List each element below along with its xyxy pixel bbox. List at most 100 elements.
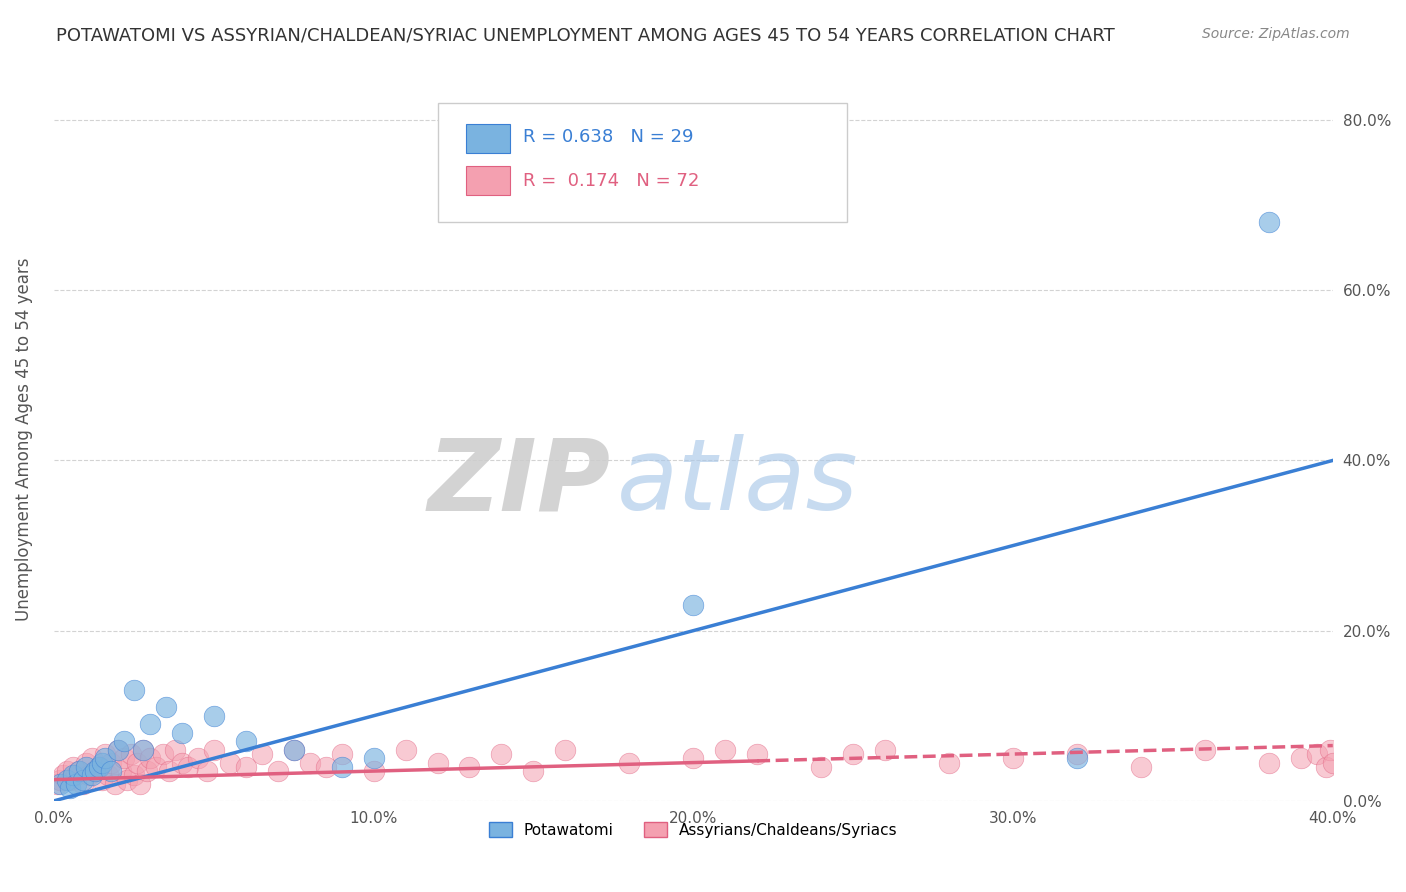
FancyBboxPatch shape [437, 103, 846, 222]
Point [155, 700, 177, 714]
FancyBboxPatch shape [465, 125, 510, 153]
Point [202, 743, 225, 757]
Point [94, 747, 117, 761]
Point [152, 747, 174, 761]
Point [62, 760, 84, 774]
Point [97, 768, 120, 782]
Point [187, 751, 209, 765]
Point [139, 717, 162, 731]
Point [49, 772, 72, 787]
Point [235, 734, 257, 748]
Text: Source: ZipAtlas.com: Source: ZipAtlas.com [1202, 27, 1350, 41]
Point [747, 747, 769, 761]
Point [195, 764, 218, 778]
Point [235, 760, 257, 774]
Point [90, 756, 112, 770]
Text: atlas: atlas [617, 434, 858, 531]
Point [170, 756, 193, 770]
Point [67, 764, 90, 778]
Point [49, 777, 72, 791]
Text: R = 0.638   N = 29: R = 0.638 N = 29 [523, 128, 693, 146]
Point [170, 726, 193, 740]
Point [75, 760, 97, 774]
Point [283, 743, 305, 757]
Point [132, 743, 155, 757]
Point [283, 743, 305, 757]
Point [75, 756, 97, 770]
Point [1194, 743, 1216, 757]
Point [139, 751, 162, 765]
Text: POTAWATOMI VS ASSYRIAN/CHALDEAN/SYRIAC UNEMPLOYMENT AMONG AGES 45 TO 54 YEARS CO: POTAWATOMI VS ASSYRIAN/CHALDEAN/SYRIAC U… [56, 27, 1115, 45]
Point [619, 756, 641, 770]
Point [218, 756, 240, 770]
Point [84, 764, 107, 778]
Point [938, 756, 960, 770]
Point [120, 747, 142, 761]
Point [1129, 760, 1152, 774]
Point [1257, 756, 1279, 770]
Point [522, 764, 544, 778]
Point [330, 760, 353, 774]
Point [112, 751, 135, 765]
Point [132, 743, 155, 757]
Point [117, 772, 139, 787]
Point [491, 747, 513, 761]
Point [1002, 751, 1025, 765]
Point [682, 751, 704, 765]
Point [62, 768, 84, 782]
Point [72, 777, 94, 791]
Point [94, 751, 117, 765]
Legend: Potawatomi, Assyrians/Chaldeans/Syriacs: Potawatomi, Assyrians/Chaldeans/Syriacs [482, 815, 904, 844]
Point [65, 768, 87, 782]
Point [298, 756, 321, 770]
FancyBboxPatch shape [465, 167, 510, 195]
Point [1066, 751, 1088, 765]
Point [55, 772, 77, 787]
Point [394, 743, 416, 757]
Point [67, 764, 90, 778]
Point [266, 764, 288, 778]
Point [87, 760, 110, 774]
Point [1306, 747, 1329, 761]
Point [1257, 215, 1279, 229]
Point [458, 760, 481, 774]
Point [1289, 751, 1312, 765]
Text: R =  0.174   N = 72: R = 0.174 N = 72 [523, 172, 700, 190]
Point [810, 760, 832, 774]
Point [110, 764, 132, 778]
Point [157, 764, 180, 778]
Point [714, 743, 737, 757]
Point [87, 760, 110, 774]
Point [1322, 756, 1344, 770]
Point [100, 764, 122, 778]
Point [1066, 747, 1088, 761]
Point [315, 760, 337, 774]
Point [84, 764, 107, 778]
Point [72, 772, 94, 787]
Point [363, 751, 385, 765]
Point [59, 772, 82, 787]
Point [426, 756, 449, 770]
Point [77, 768, 100, 782]
Point [165, 743, 187, 757]
Y-axis label: Unemployment Among Ages 45 to 54 years: Unemployment Among Ages 45 to 54 years [15, 258, 32, 621]
Point [107, 743, 129, 757]
Point [682, 598, 704, 612]
Point [177, 760, 200, 774]
Point [330, 747, 353, 761]
Point [1315, 760, 1337, 774]
Point [842, 747, 865, 761]
Point [875, 743, 897, 757]
Point [554, 743, 576, 757]
Point [59, 781, 82, 796]
Point [46, 777, 69, 791]
Point [103, 777, 125, 791]
Point [52, 768, 75, 782]
Point [202, 708, 225, 723]
Point [250, 747, 273, 761]
Point [82, 768, 104, 782]
Point [82, 751, 104, 765]
Point [112, 734, 135, 748]
Point [90, 772, 112, 787]
Point [135, 764, 157, 778]
